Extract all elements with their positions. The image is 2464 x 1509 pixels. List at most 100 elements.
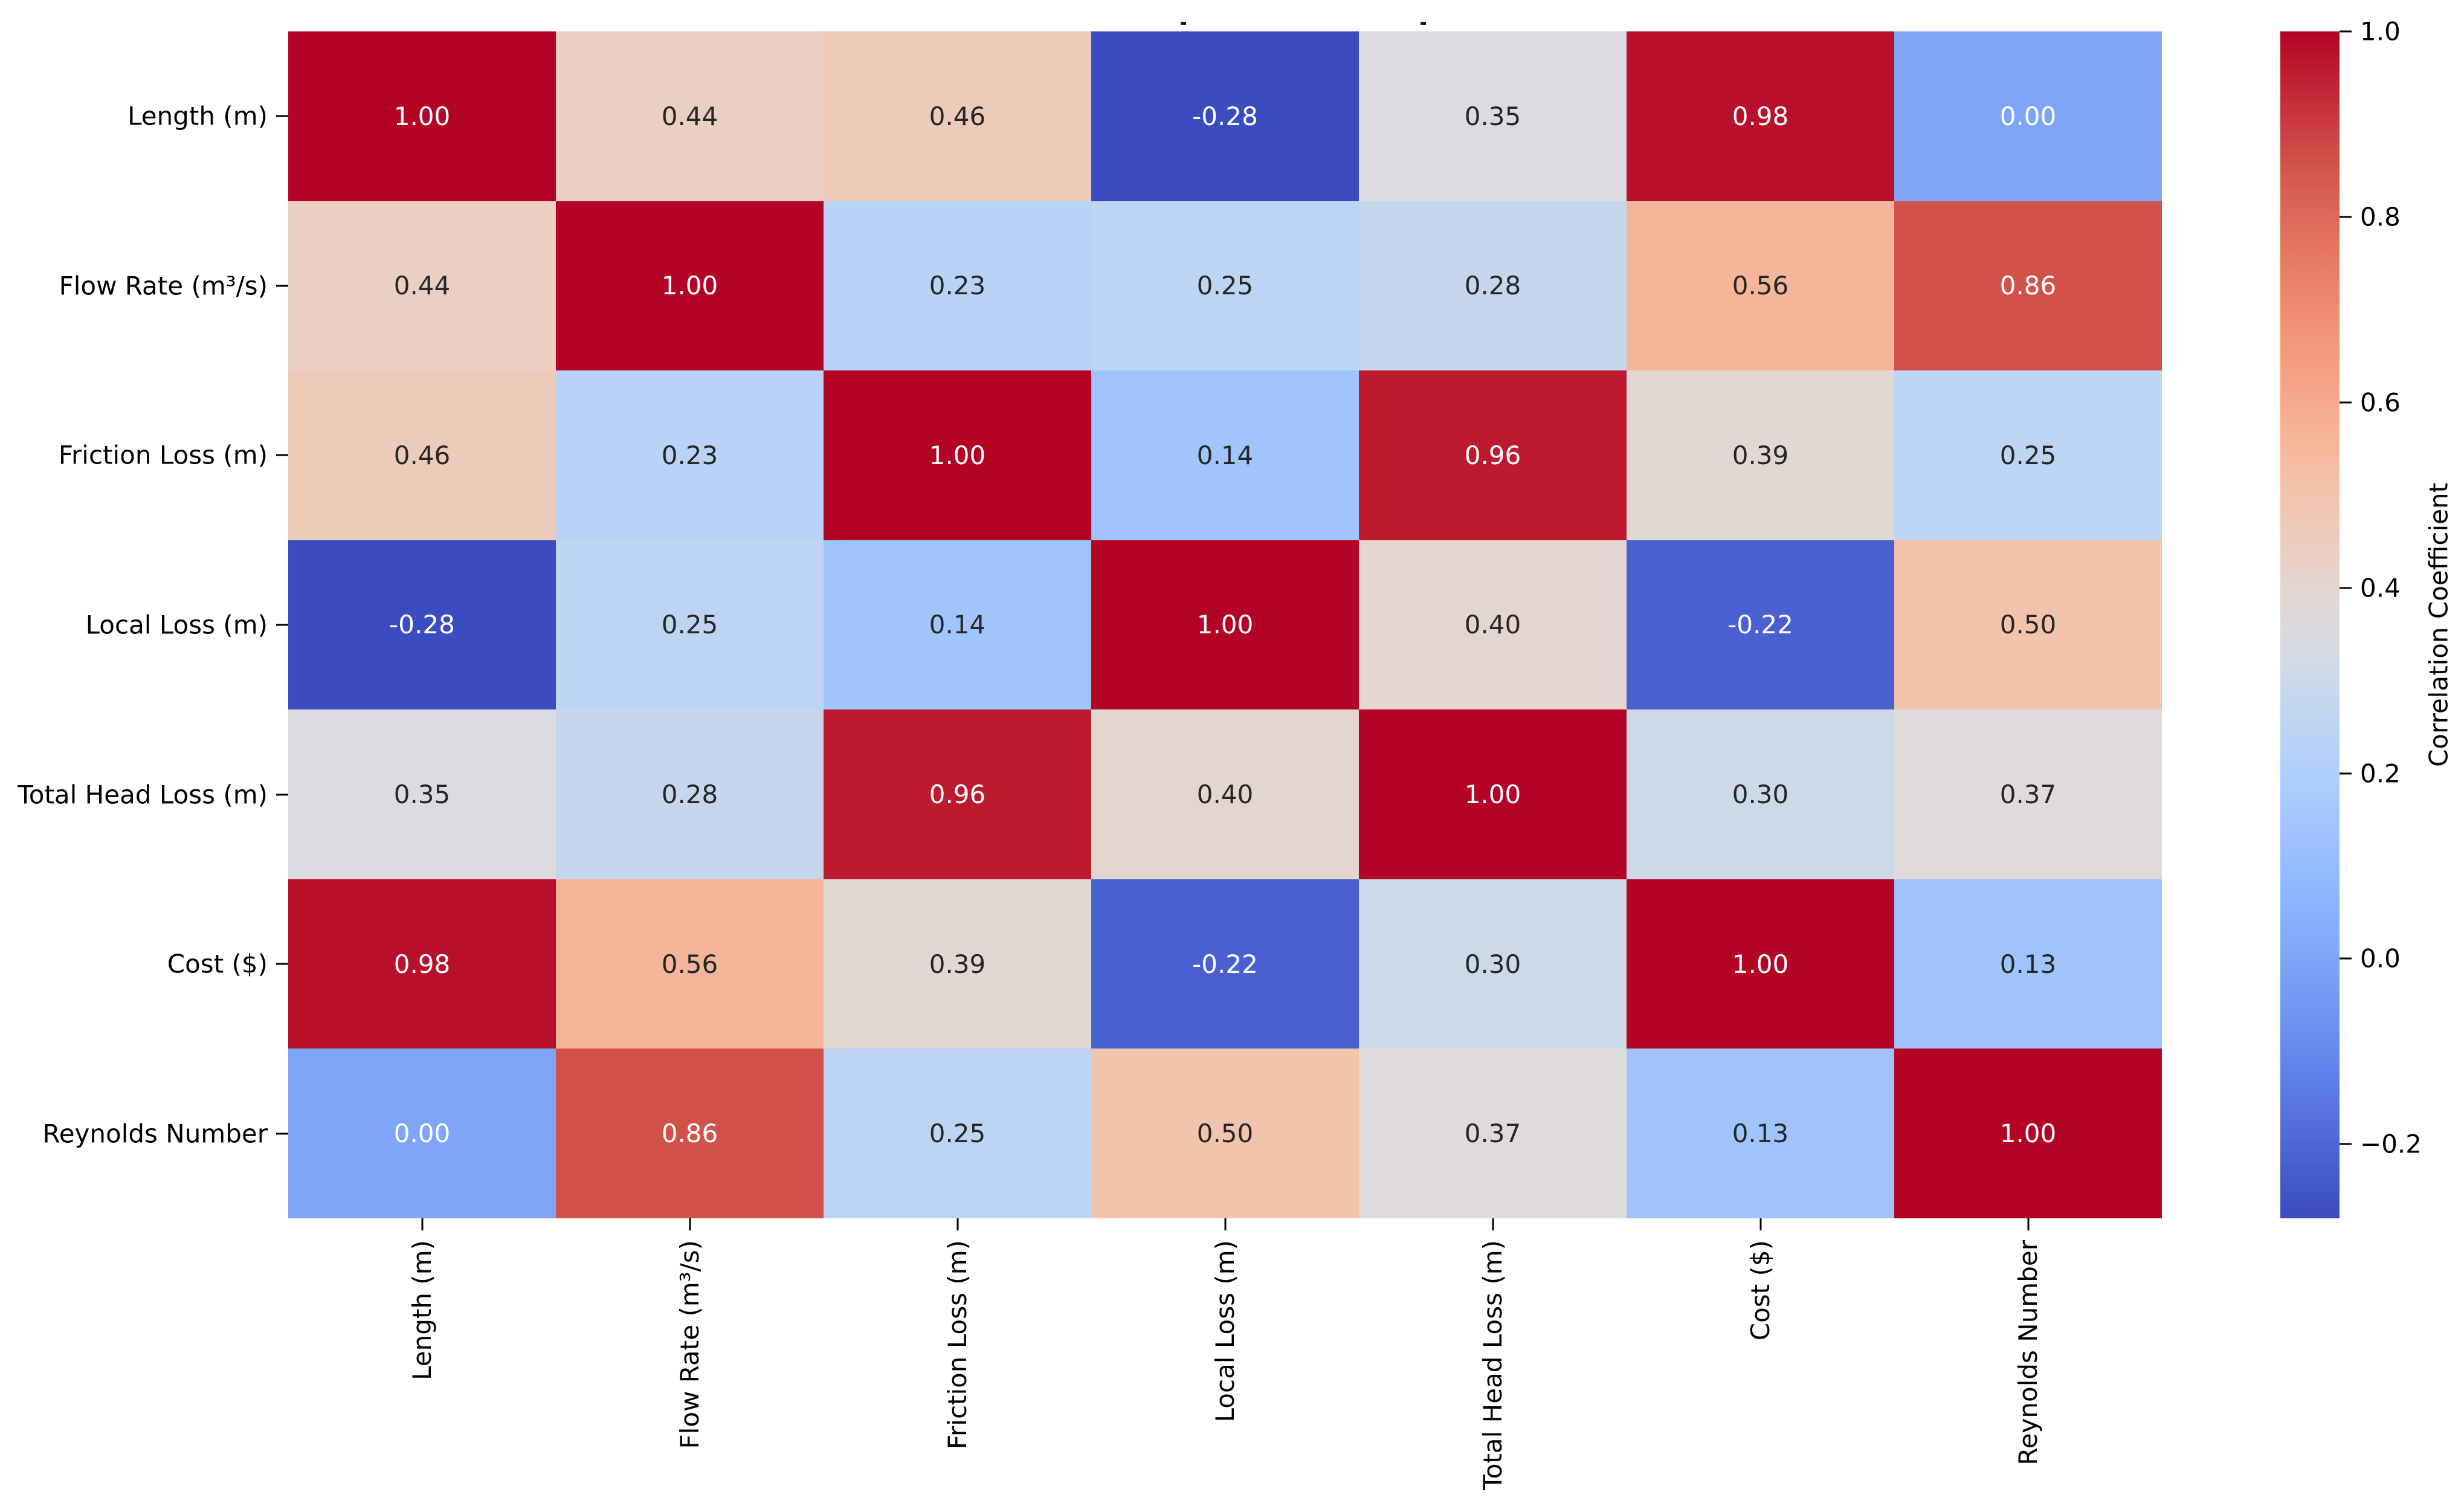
colorbar-tick-label: 0.0	[2360, 943, 2401, 974]
heatmap-grid: 1.00 0.44 0.46 -0.28 0.35 0.98 0.00 0.44 1.00 0.2…	[288, 31, 2162, 1218]
x-tick-mark	[1759, 1218, 1761, 1230]
x-tick-label: Length (m)	[407, 1240, 437, 1380]
clipped-title-fragment	[1181, 22, 1186, 25]
heatmap-cell-r6c4: 0.37	[1359, 1049, 1627, 1218]
cell-annotation: 0.25	[1196, 271, 1254, 301]
x-tick-mark	[689, 1218, 691, 1230]
cell-annotation: 1.00	[929, 440, 986, 470]
cell-annotation: 0.50	[1196, 1119, 1254, 1149]
heatmap-cell-r4c1: 0.28	[556, 709, 824, 879]
cell-annotation: 0.46	[393, 440, 451, 470]
x-tick-label: Friction Loss (m)	[942, 1240, 972, 1450]
heatmap-cell-r3c5: -0.22	[1627, 540, 1894, 710]
heatmap-cell-r0c5: 0.98	[1627, 31, 1894, 201]
cell-annotation: 0.00	[393, 1119, 451, 1149]
x-tick-label: Local Loss (m)	[1210, 1240, 1240, 1423]
y-tick-label: Local Loss (m)	[85, 610, 268, 640]
cell-annotation: 0.30	[1732, 780, 1789, 810]
cell-annotation: 0.14	[929, 610, 986, 640]
y-tick-mark	[276, 624, 288, 626]
cell-annotation: 0.28	[1464, 271, 1521, 301]
heatmap-cell-r0c4: 0.35	[1359, 31, 1627, 201]
heatmap-cell-r0c0: 1.00	[288, 31, 556, 201]
heatmap-cell-r2c1: 0.23	[556, 370, 824, 540]
heatmap-cell-r4c5: 0.30	[1627, 709, 1894, 879]
y-tick-mark	[276, 454, 288, 456]
heatmap-cell-r3c1: 0.25	[556, 540, 824, 710]
cell-annotation: 0.56	[1732, 271, 1789, 301]
cell-annotation: 0.13	[1999, 949, 2057, 979]
y-tick-label: Length (m)	[127, 101, 268, 131]
heatmap-cell-r5c3: -0.22	[1091, 879, 1359, 1049]
x-tick-mark	[421, 1218, 423, 1230]
x-tick-label: Total Head Loss (m)	[1477, 1240, 1508, 1490]
colorbar-tick-mark	[2340, 587, 2352, 589]
cell-annotation: 0.50	[1999, 610, 2057, 640]
heatmap-cell-r2c2: 1.00	[824, 370, 1091, 540]
heatmap-cell-r6c1: 0.86	[556, 1049, 824, 1218]
x-tick-mark	[1224, 1218, 1226, 1230]
cell-annotation: 1.00	[1999, 1119, 2057, 1149]
colorbar-tick-mark	[2340, 30, 2352, 33]
heatmap-cell-r5c6: 0.13	[1894, 879, 2162, 1049]
cell-annotation: 1.00	[393, 101, 451, 131]
cell-annotation: 0.25	[929, 1119, 986, 1149]
x-tick-mark	[956, 1218, 958, 1230]
cell-annotation: 0.98	[1732, 101, 1789, 131]
colorbar-tick-label: −0.2	[2360, 1129, 2422, 1159]
cell-annotation: 0.35	[393, 780, 451, 810]
cell-annotation: 0.96	[1464, 440, 1521, 470]
colorbar-tick-label: 0.4	[2360, 573, 2401, 603]
heatmap-cell-r5c2: 0.39	[824, 879, 1091, 1049]
heatmap-cell-r5c5: 1.00	[1627, 879, 1894, 1049]
heatmap-cell-r0c1: 0.44	[556, 31, 824, 201]
y-tick-label: Reynolds Number	[42, 1119, 268, 1149]
x-tick-mark	[2027, 1218, 2029, 1230]
colorbar-tick-mark	[2340, 216, 2352, 218]
cell-annotation: 0.39	[1732, 440, 1789, 470]
colorbar-tick-label: 0.2	[2360, 758, 2401, 788]
cell-annotation: 0.30	[1464, 949, 1521, 979]
cell-annotation: 0.40	[1196, 780, 1254, 810]
heatmap-cell-r2c3: 0.14	[1091, 370, 1359, 540]
x-tick-mark	[1492, 1218, 1494, 1230]
x-tick-label: Flow Rate (m³/s)	[674, 1240, 705, 1449]
cell-annotation: -0.22	[1192, 949, 1258, 979]
heatmap-cell-r2c6: 0.25	[1894, 370, 2162, 540]
heatmap-cell-r3c2: 0.14	[824, 540, 1091, 710]
heatmap-cell-r1c2: 0.23	[824, 201, 1091, 371]
heatmap-cell-r3c6: 0.50	[1894, 540, 2162, 710]
heatmap-cell-r3c3: 1.00	[1091, 540, 1359, 710]
cell-annotation: 1.00	[1196, 610, 1254, 640]
y-tick-label: Friction Loss (m)	[58, 440, 268, 470]
heatmap-cell-r1c5: 0.56	[1627, 201, 1894, 371]
x-tick-label: Cost ($)	[1745, 1240, 1775, 1341]
cell-annotation: 1.00	[1732, 949, 1789, 979]
cell-annotation: -0.28	[1192, 101, 1258, 131]
colorbar-tick-label: 0.6	[2360, 387, 2401, 418]
heatmap-cell-r3c4: 0.40	[1359, 540, 1627, 710]
colorbar-tick-mark	[2340, 1143, 2352, 1145]
heatmap-cell-r6c6: 1.00	[1894, 1049, 2162, 1218]
heatmap-cell-r2c0: 0.46	[288, 370, 556, 540]
heatmap-cell-r0c3: -0.28	[1091, 31, 1359, 201]
cell-annotation: 0.44	[661, 101, 718, 131]
heatmap-cell-r1c6: 0.86	[1894, 201, 2162, 371]
heatmap-cell-r6c3: 0.50	[1091, 1049, 1359, 1218]
cell-annotation: -0.22	[1727, 610, 1793, 640]
colorbar-tick-mark	[2340, 772, 2352, 774]
y-tick-mark	[276, 793, 288, 796]
cell-annotation: 0.37	[1999, 780, 2057, 810]
heatmap-cell-r5c1: 0.56	[556, 879, 824, 1049]
heatmap-cell-r1c3: 0.25	[1091, 201, 1359, 371]
colorbar	[2280, 31, 2340, 1218]
heatmap-cell-r6c5: 0.13	[1627, 1049, 1894, 1218]
heatmap-cell-r1c0: 0.44	[288, 201, 556, 371]
heatmap-cell-r1c1: 1.00	[556, 201, 824, 371]
heatmap-cell-r3c0: -0.28	[288, 540, 556, 710]
cell-annotation: 0.00	[1999, 101, 2057, 131]
cell-annotation: 0.23	[661, 440, 718, 470]
heatmap-cell-r6c0: 0.00	[288, 1049, 556, 1218]
cell-annotation: 0.86	[1999, 271, 2057, 301]
